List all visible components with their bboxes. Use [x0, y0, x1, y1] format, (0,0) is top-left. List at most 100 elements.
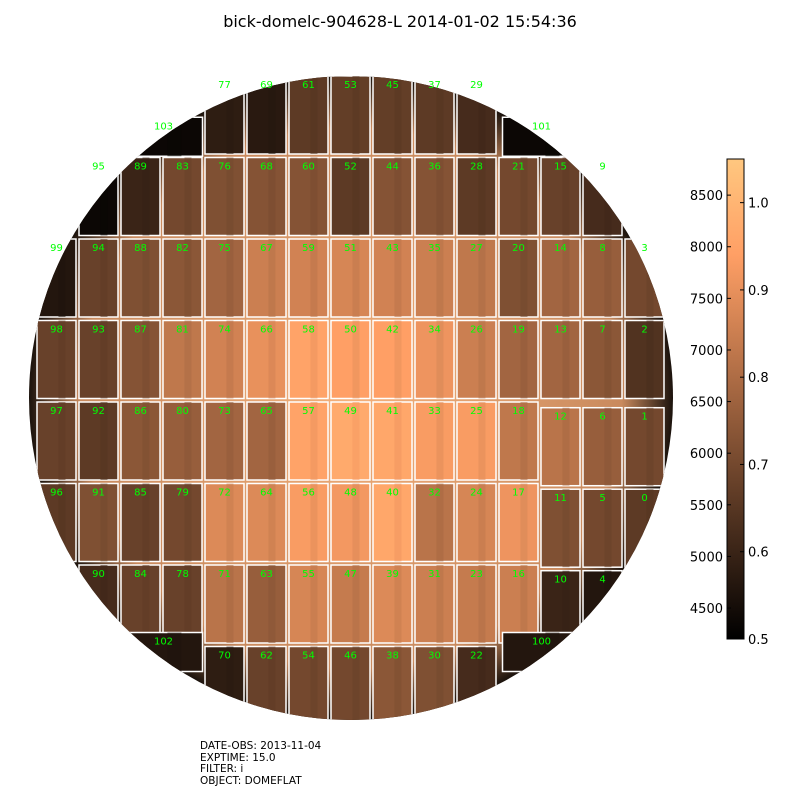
ccd-81 — [162, 319, 203, 400]
ccd-39 — [372, 564, 413, 644]
ccd-label-92: 92 — [92, 406, 105, 417]
ccd-label-96: 96 — [50, 488, 63, 499]
ccd-17 — [498, 482, 539, 563]
ccd-12-column-shading — [562, 407, 570, 486]
ccd-59-column-shading — [310, 239, 318, 317]
colorbar — [726, 158, 745, 640]
ccd-41-column-shading — [394, 402, 402, 480]
ccd-88-column-shading — [142, 239, 150, 317]
ccd-102-column-shading — [167, 632, 182, 672]
ccd-20 — [498, 238, 539, 318]
ccd-66 — [246, 319, 287, 400]
ccd-35 — [414, 238, 455, 318]
ccd-70-column-shading — [226, 646, 234, 720]
ccd-44 — [372, 156, 413, 237]
ccd-23 — [456, 564, 497, 644]
ccd-label-82: 82 — [176, 243, 189, 254]
ccd-67-column-shading — [268, 239, 276, 317]
ccd-label-28: 28 — [470, 162, 483, 173]
ccd-14-column-shading — [562, 239, 570, 317]
ccd-80 — [162, 401, 203, 481]
ccd-83-column-shading — [184, 157, 192, 236]
ccd-89-column-shading — [142, 157, 150, 236]
ccd-86-column-shading — [142, 402, 150, 480]
ccd-15 — [540, 156, 581, 237]
ccd-label-56: 56 — [302, 488, 315, 499]
date-obs-text: DATE-OBS: 2013-11-04 — [200, 740, 322, 752]
ccd-label-10: 10 — [554, 575, 567, 586]
ccd-label-23: 23 — [470, 569, 483, 580]
ccd-66-column-shading — [268, 320, 276, 399]
ccd-48 — [330, 482, 371, 563]
ccd-label-29: 29 — [470, 80, 483, 91]
ccd-label-57: 57 — [302, 406, 315, 417]
ccd-84-column-shading — [142, 565, 150, 643]
ccd-75 — [204, 238, 245, 318]
ccd-label-3: 3 — [641, 243, 647, 254]
ccd-43-column-shading — [394, 239, 402, 317]
ccd-label-19: 19 — [512, 325, 525, 336]
ccd-51 — [330, 238, 371, 318]
ccd-label-15: 15 — [554, 162, 567, 173]
ccd-38-column-shading — [394, 646, 402, 720]
ccd-22-column-shading — [478, 646, 486, 720]
ccd-59 — [288, 238, 329, 318]
ccd-25-column-shading — [478, 402, 486, 480]
ccd-82-column-shading — [184, 239, 192, 317]
ccd-label-65: 65 — [260, 406, 273, 417]
ccd-87-column-shading — [142, 320, 150, 399]
ccd-78-column-shading — [184, 565, 192, 643]
ccd-47 — [330, 564, 371, 644]
ccd-label-37: 37 — [428, 80, 441, 91]
colorbar-right-tick-label: 0.7 — [748, 458, 769, 473]
ccd-60-column-shading — [310, 157, 318, 236]
ccd-label-35: 35 — [428, 243, 441, 254]
ccd-label-93: 93 — [92, 325, 105, 336]
ccd-27 — [456, 238, 497, 318]
ccd-54 — [288, 645, 329, 720]
ccd-44-column-shading — [394, 157, 402, 236]
ccd-5-column-shading — [604, 489, 612, 568]
ccd-38 — [372, 645, 413, 720]
ccd-55 — [288, 564, 329, 644]
ccd-76-column-shading — [226, 157, 234, 236]
ccd-93 — [78, 319, 119, 400]
ccd-73 — [204, 401, 245, 481]
ccd-73-column-shading — [226, 402, 234, 480]
ccd-label-88: 88 — [134, 243, 147, 254]
colorbar-left-tick-label: 5000 — [690, 550, 723, 565]
ccd-63 — [246, 564, 287, 644]
colorbar-left-tick-label: 6500 — [690, 396, 723, 411]
ccd-label-42: 42 — [386, 325, 399, 336]
ccd-label-85: 85 — [134, 488, 147, 499]
ccd-label-71: 71 — [218, 569, 231, 580]
colorbar-left-tick-label: 8000 — [690, 241, 723, 256]
ccd-67 — [246, 238, 287, 318]
ccd-95-column-shading — [100, 157, 108, 236]
ccd-label-24: 24 — [470, 488, 483, 499]
ccd-label-47: 47 — [344, 569, 357, 580]
ccd-45 — [372, 76, 413, 155]
ccd-85-column-shading — [142, 483, 150, 562]
ccd-19-column-shading — [520, 320, 528, 399]
ccd-34 — [414, 319, 455, 400]
ccd-21-column-shading — [520, 157, 528, 236]
ccd-grid — [36, 76, 665, 720]
ccd-label-7: 7 — [599, 325, 605, 336]
ccd-28 — [456, 156, 497, 237]
ccd-label-73: 73 — [218, 406, 231, 417]
ccd-label-11: 11 — [554, 493, 567, 504]
colorbar-gradient — [726, 158, 745, 640]
ccd-label-20: 20 — [512, 243, 525, 254]
ccd-label-98: 98 — [50, 325, 63, 336]
ccd-13-column-shading — [562, 320, 570, 399]
exptime-text: EXPTIME: 15.0 — [200, 751, 276, 764]
ccd-80-column-shading — [184, 402, 192, 480]
ccd-21 — [498, 156, 539, 237]
colorbar-left-tick-label: 4500 — [690, 602, 723, 617]
ccd-7-column-shading — [604, 320, 612, 399]
ccd-42 — [372, 319, 413, 400]
ccd-90-column-shading — [100, 565, 108, 643]
colorbar-right-tick-label: 0.6 — [748, 546, 769, 561]
